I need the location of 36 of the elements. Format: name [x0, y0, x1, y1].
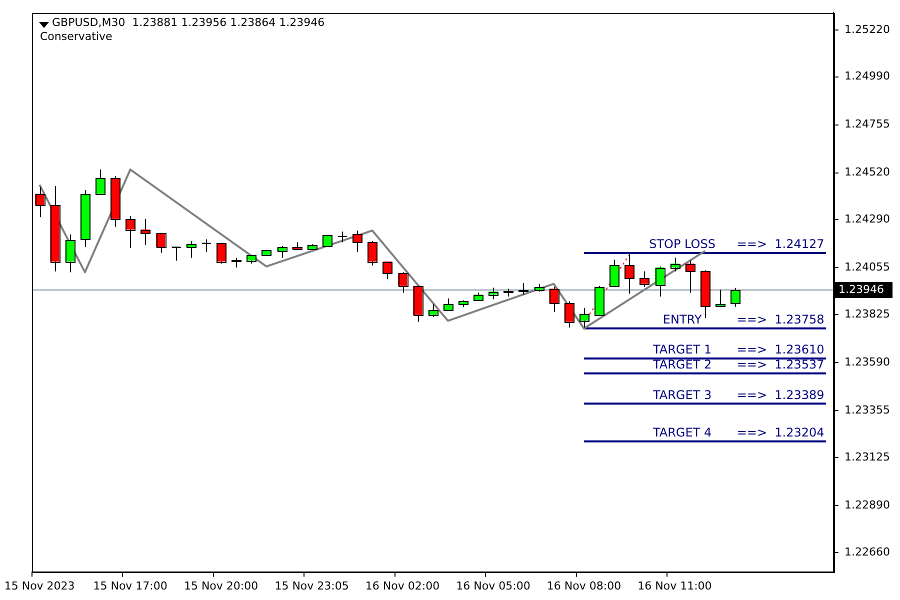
ref-line-label: 1.23946 [838, 282, 884, 296]
x-tick-label: 16 Nov 08:00 [546, 579, 622, 592]
data-label: ==> 1.24127 [736, 237, 824, 252]
series-label: TARGET 2 [652, 358, 712, 372]
y-tick-label: 1.22890 [844, 498, 890, 512]
candlestick [171, 246, 182, 262]
x-tick-label: 15 Nov 23:05 [274, 579, 349, 592]
data-label: ==> 1.23204 [736, 426, 824, 440]
x-tick-label: 16 Nov 11:00 [638, 579, 712, 592]
data-label: ==> 1.23389 [736, 388, 824, 402]
text: Conservative [40, 30, 113, 43]
y-tick-label: 1.24290 [844, 212, 890, 226]
x-tick-label: 16 Nov 05:00 [456, 579, 530, 592]
data-label: ==> 1.23537 [736, 358, 824, 372]
x-tick-label: 15 Nov 2023 [4, 579, 75, 592]
y-tick-label: 1.23825 [844, 308, 890, 321]
y-tick-label: 1.23125 [844, 450, 890, 464]
y-tick-label: 1.25220 [844, 22, 890, 36]
series-label: STOP LOSS [649, 237, 716, 252]
y-tick-label: 1.23355 [844, 403, 890, 416]
x-tick-label: 15 Nov 20:00 [184, 579, 258, 592]
y-tick-label: 1.24055 [844, 260, 890, 274]
x-tick-label: 16 Nov 02:00 [365, 579, 440, 592]
data-label: ==> 1.23610 [736, 342, 824, 357]
series-label: TARGET 4 [652, 426, 712, 440]
chart-title: GBPUSD,M30 1.23881 1.23956 1.23864 1.23946 [52, 16, 325, 29]
series-label: ENTRY [662, 312, 702, 326]
series-label: TARGET 1 [652, 342, 712, 357]
y-tick-label: 1.23590 [844, 355, 890, 368]
y-tick-label: 1.24755 [844, 118, 890, 131]
series-label: TARGET 3 [652, 388, 712, 402]
y-tick-label: 1.24990 [844, 70, 890, 83]
y-tick-label: 1.22660 [844, 545, 890, 558]
x-tick-label: 15 Nov 17:00 [93, 579, 168, 592]
y-tick-label: 1.24520 [844, 166, 890, 179]
data-label: ==> 1.23758 [736, 312, 824, 326]
